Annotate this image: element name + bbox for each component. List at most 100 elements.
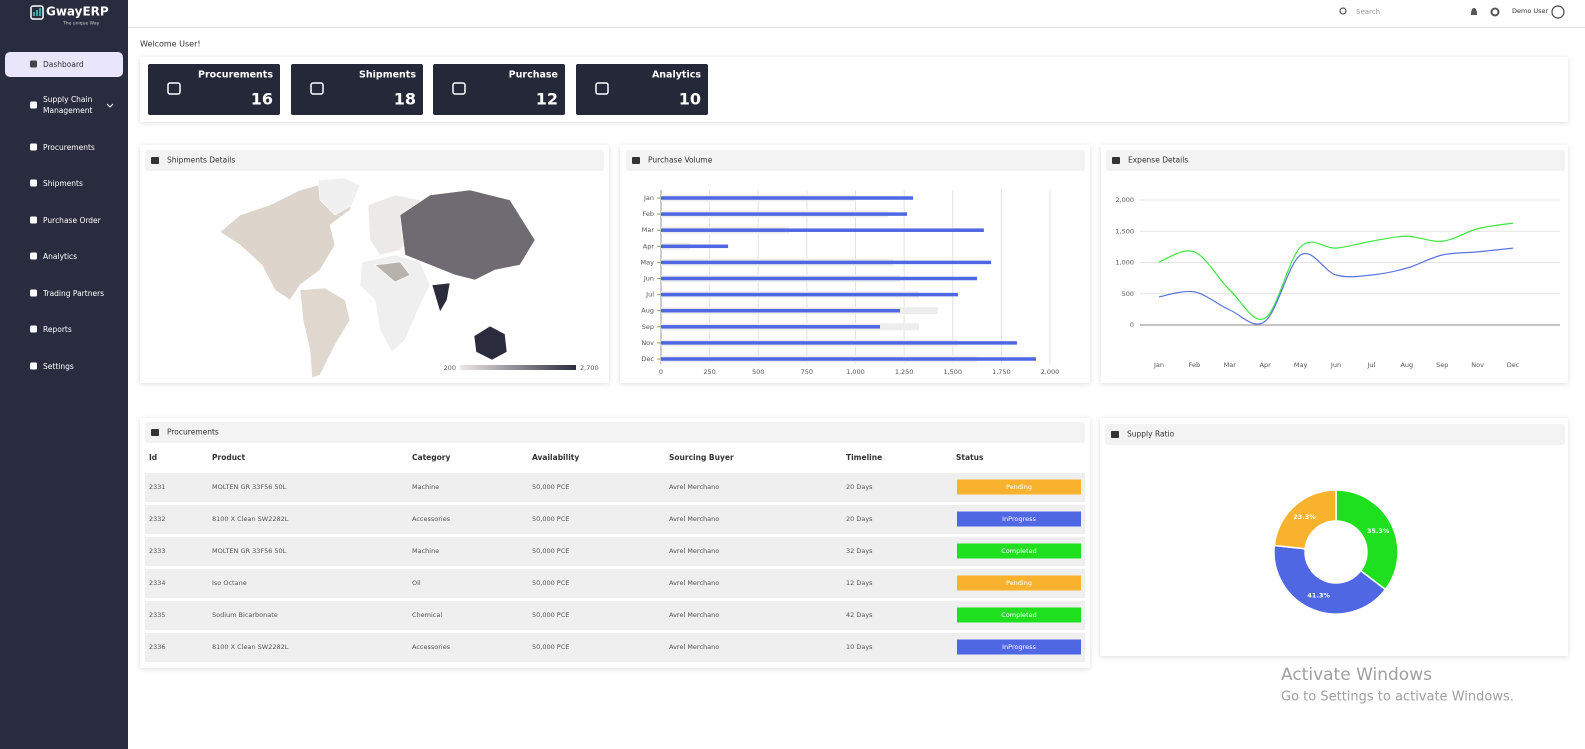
status-label: Pending [1006, 483, 1032, 491]
y-tick-label: 2,000 [1115, 196, 1134, 204]
table-cell: Sodium Bicarbonate [212, 611, 278, 619]
region [473, 325, 508, 361]
y-tick-label: Jul [645, 291, 654, 299]
table-cell: 50,000 PCE [532, 483, 569, 491]
y-tick-label: Mar [642, 226, 655, 234]
y-tick-label: 0 [1130, 321, 1134, 329]
pie-label: 35.3% [1367, 527, 1390, 535]
table-cell: 50,000 PCE [532, 643, 569, 651]
card-label: Purchase [509, 70, 558, 81]
status-label: Completed [1001, 611, 1036, 619]
region [431, 282, 451, 313]
status-label: Pending [1006, 579, 1032, 587]
menu-icon [30, 101, 37, 109]
menu-item[interactable]: Supply Chain Management [43, 94, 105, 116]
table-cell: Oil [412, 579, 421, 587]
menu-label[interactable]: Purchase Order [43, 215, 101, 225]
bar [661, 260, 992, 265]
menu-label[interactable]: Settings [43, 361, 74, 371]
menu-icon [30, 325, 37, 333]
y-tick-label: Dec [641, 355, 654, 363]
menu-item[interactable]: Trading Partners [43, 282, 105, 304]
settings-icon[interactable] [1490, 7, 1500, 17]
x-tick-label: Feb [1189, 361, 1201, 369]
menu-item[interactable]: Procurements [43, 136, 105, 158]
table-cell: Machine [412, 483, 439, 491]
menu-label[interactable]: Dashboard [43, 59, 84, 69]
menu-label[interactable]: Supply Chain Management [43, 95, 93, 115]
table-row [145, 601, 1085, 630]
y-tick-label: 1,000 [1115, 259, 1134, 267]
menu-item[interactable]: Dashboard [43, 53, 105, 75]
user-name[interactable]: Demo User [1512, 7, 1549, 15]
table-row [145, 569, 1085, 598]
table-cell: 2336 [149, 643, 166, 651]
card-icon [452, 82, 466, 95]
menu-label[interactable]: Trading Partners [43, 288, 105, 298]
map-legend-label: 200 [444, 364, 456, 372]
region [399, 189, 536, 281]
menu-icon [30, 362, 37, 370]
column-header: Sourcing Buyer [669, 453, 734, 462]
x-tick-label: Dec [1507, 361, 1520, 369]
table-cell: Machine [412, 547, 439, 555]
menu-item[interactable]: Shipments [43, 172, 105, 194]
x-tick-label: Nov [1471, 361, 1484, 369]
status-badge [957, 543, 1081, 559]
menu-active [5, 52, 123, 77]
search-icon[interactable] [1339, 7, 1347, 15]
table-cell: 50,000 PCE [532, 579, 569, 587]
menu-icon [30, 289, 37, 297]
card-value: 18 [394, 90, 416, 109]
card [148, 64, 280, 115]
world-map [219, 177, 536, 379]
pie-label: 23.3% [1293, 513, 1316, 521]
table-cell: 12 Days [846, 579, 873, 587]
bar [661, 244, 729, 249]
search-input[interactable]: Search [1356, 8, 1380, 16]
menu-label[interactable]: Analytics [43, 251, 78, 261]
table-cell: Avrel Merchano [669, 643, 719, 651]
table-cell: Avrel Merchano [669, 611, 719, 619]
card [433, 64, 565, 115]
watermark-title: Activate Windows [1281, 665, 1432, 685]
card [291, 64, 423, 115]
menu-label[interactable]: Shipments [43, 178, 83, 188]
menu-icon [30, 252, 37, 260]
logo: GwayERP [46, 5, 109, 19]
card [576, 64, 708, 115]
menu-item[interactable]: Settings [43, 355, 105, 377]
table-cell: Avrel Merchano [669, 483, 719, 491]
bell-icon[interactable] [1471, 8, 1477, 15]
table-cell: 2333 [149, 547, 166, 555]
table-row [145, 537, 1085, 566]
panel-icon [1112, 157, 1120, 164]
chevron[interactable] [106, 103, 114, 108]
menu-item[interactable]: Purchase Order [43, 209, 105, 231]
y-tick-label: May [641, 258, 655, 266]
table-cell: Avrel Merchano [669, 547, 719, 555]
table-cell: Avrel Merchano [669, 515, 719, 523]
avatar[interactable] [1551, 5, 1565, 19]
bar [661, 357, 1036, 361]
table-cell: 2335 [149, 611, 166, 619]
bar [661, 292, 959, 297]
bar [661, 308, 901, 313]
region [219, 181, 356, 301]
table-cell: MOLTEN GR 33F56 50L [212, 483, 287, 491]
menu-label[interactable]: Reports [43, 324, 72, 334]
menu-item[interactable]: Analytics [43, 245, 105, 267]
menu-label[interactable]: Procurements [43, 142, 95, 152]
x-tick-label: 1,000 [846, 368, 865, 376]
region [374, 261, 411, 283]
bar [661, 212, 908, 216]
y-tick-label: Jun [643, 275, 654, 283]
panel-icon [151, 157, 159, 164]
table-cell: 50,000 PCE [532, 611, 569, 619]
table-cell: 32 Days [846, 547, 873, 555]
tagline: The unique Way [62, 21, 100, 27]
card-label: Procurements [198, 70, 273, 81]
menu-item[interactable]: Reports [43, 318, 105, 340]
status-label: InProgress [1002, 515, 1036, 523]
table-cell: 20 Days [846, 515, 873, 523]
